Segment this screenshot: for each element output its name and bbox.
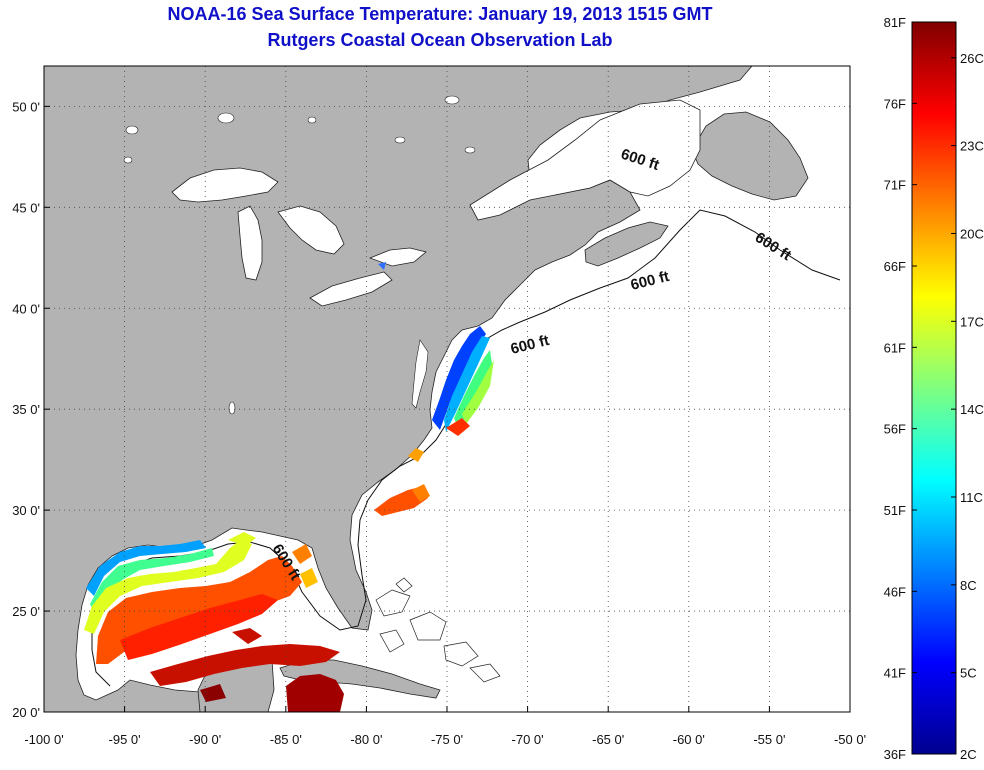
x-tick-label: -65 0' [592,732,624,747]
colorbar-c-label: 26C [960,51,984,66]
gulf-st-lawrence [469,99,701,221]
colorbar-c-label: 14C [960,402,984,417]
colorbar-f-label: 76F [884,96,906,111]
colorbar-f-label: 51F [884,503,906,518]
y-tick-label: 20 0' [12,705,40,720]
land-newfoundland [691,111,809,201]
x-tick-label: -90 0' [189,732,221,747]
bahamas-islands [375,577,501,683]
y-tick-label: 50 0' [12,99,40,114]
y-tick-label: 30 0' [12,503,40,518]
y-tick-label: 25 0' [12,604,40,619]
small-lakes [123,95,476,415]
x-tick-label: -100 0' [24,732,63,747]
land-nova-scotia [584,221,669,267]
colorbar-f-label: 36F [884,747,906,762]
colorbar-c-label: 11C [960,490,983,505]
colorbar-f-label: 66F [884,259,906,274]
colorbar-f-label: 61F [884,340,906,355]
colorbar-c-label: 23C [960,139,984,154]
map-title: NOAA-16 Sea Surface Temperature: January… [167,4,713,24]
x-tick-label: -50 0' [834,732,866,747]
y-tick-label: 45 0' [12,200,40,215]
colorbar-f-label: 71F [884,178,906,193]
x-tick-label: -70 0' [512,732,544,747]
sst-data-gulf-of-mexico [84,532,344,712]
colorbar-f-label: 56F [884,422,906,437]
x-tick-label: -95 0' [109,732,141,747]
x-tick-label: -55 0' [753,732,785,747]
lake-superior [171,167,279,203]
x-tick-label: -60 0' [673,732,705,747]
lake-huron [277,205,345,255]
x-tick-label: -75 0' [431,732,463,747]
lake-erie [309,271,393,307]
colorbar-c-label: 20C [960,226,984,241]
colorbar-f-label: 41F [884,666,906,681]
sst-data-atlantic-shelf [374,262,494,516]
y-tick-label: 40 0' [12,301,40,316]
colorbar [911,21,957,755]
x-tick-label: -80 0' [350,732,382,747]
y-axis-ticks: 20 0' 25 0' 30 0' 35 0' 40 0' 45 0' 50 0' [12,99,50,720]
lake-ontario [368,247,427,267]
map-subtitle: Rutgers Coastal Ocean Observation Lab [267,30,613,50]
colorbar-c-label: 2C [960,747,977,762]
colorbar-f-label: 46F [884,584,906,599]
lake-michigan [237,205,263,281]
x-tick-label: -85 0' [270,732,302,747]
x-axis-ticks: -100 0' -95 0' -90 0' -85 0' -80 0' -75 0' -70… [24,706,866,747]
y-tick-label: 35 0' [12,402,40,417]
colorbar-f-label: 81F [884,15,906,30]
colorbar-c-label: 5C [960,666,977,681]
depth-contour-600ft [91,209,841,687]
colorbar-ticks: 81F 76F 71F 66F 61F 56F 51F 46F 41F 36F 26C 23C 20C 1… [884,15,984,762]
colorbar-c-label: 17C [960,314,984,329]
colorbar-c-label: 8C [960,578,977,593]
chesapeake-bay [411,339,429,409]
